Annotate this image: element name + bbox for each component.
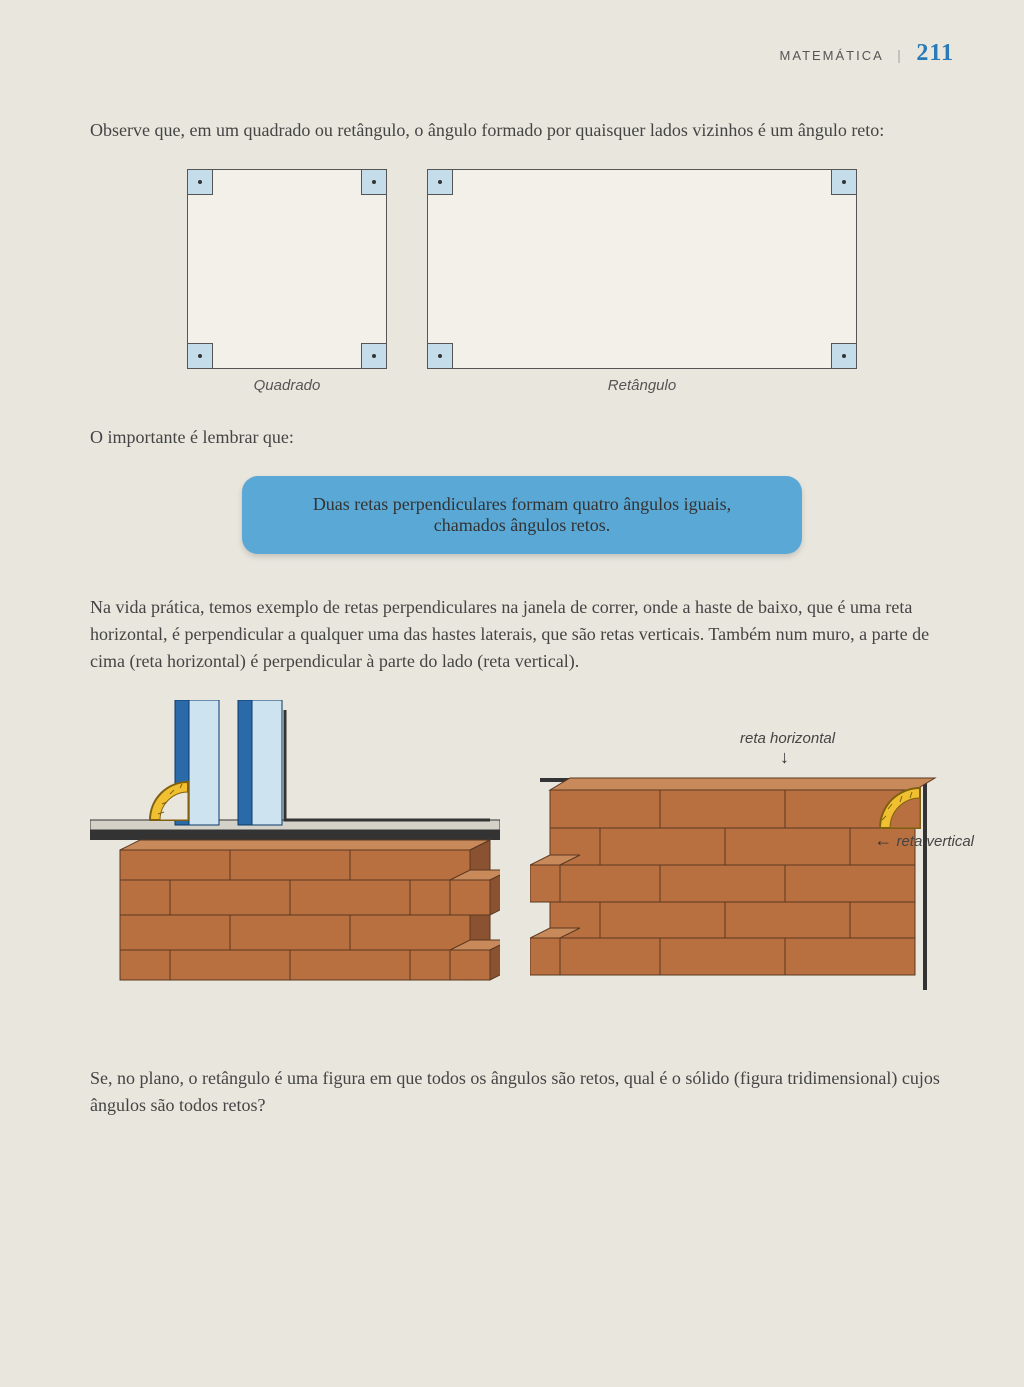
down-arrow-icon: ↓: [780, 747, 789, 767]
horizontal-line-label: reta horizontal ↓: [740, 730, 835, 768]
square-shape: [187, 169, 387, 369]
wall-illustration: reta horizontal ↓ ← reta vertical: [530, 700, 954, 1005]
corner-marker: [427, 343, 453, 369]
illustrations-row: reta horizontal ↓ ← reta vertical: [90, 700, 954, 1005]
vertical-line-label: ← reta vertical: [874, 830, 974, 851]
corner-marker: [187, 343, 213, 369]
highlight-callout: Duas retas perpendiculares formam quatro…: [242, 476, 802, 554]
remember-paragraph: O importante é lembrar que:: [90, 424, 954, 451]
page-number: 211: [916, 40, 954, 66]
example-paragraph: Na vida prática, temos exemplo de retas …: [90, 594, 954, 675]
corner-marker: [187, 169, 213, 195]
subject-label: MATEMÁTICA: [780, 48, 884, 63]
corner-marker: [361, 169, 387, 195]
intro-paragraph: Observe que, em um quadrado ou retângulo…: [90, 117, 954, 144]
header-separator: |: [898, 48, 903, 64]
page-header: MATEMÁTICA | 211: [90, 40, 954, 67]
corner-marker: [427, 169, 453, 195]
square-caption: Quadrado: [187, 377, 387, 394]
rectangle-shape: [427, 169, 857, 369]
rectangle-caption: Retângulo: [427, 377, 857, 394]
corner-marker: [831, 169, 857, 195]
corner-marker: [831, 343, 857, 369]
square-box: Quadrado: [187, 169, 387, 394]
window-wall-illustration: [90, 700, 500, 1005]
rectangle-box: Retângulo: [427, 169, 857, 394]
left-arrow-icon: ←: [874, 830, 892, 850]
corner-marker: [361, 343, 387, 369]
shapes-row: Quadrado Retângulo: [90, 169, 954, 394]
question-paragraph: Se, no plano, o retângulo é uma figura e…: [90, 1065, 954, 1119]
